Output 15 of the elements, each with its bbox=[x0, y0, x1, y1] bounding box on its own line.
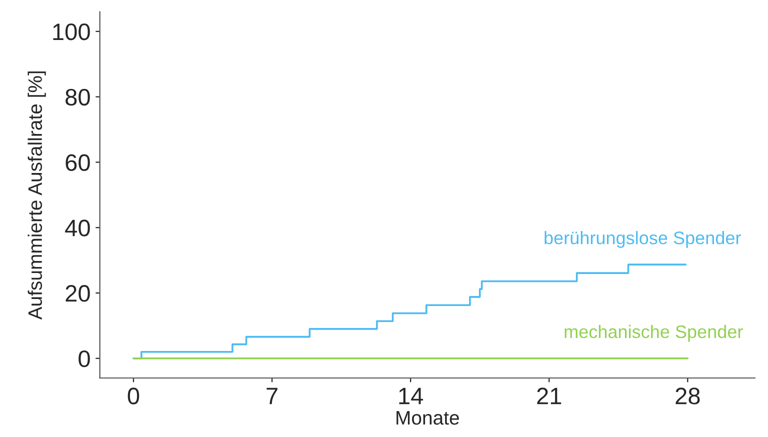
x-tick-label: 21 bbox=[537, 388, 562, 404]
y-axis-title: Aufsummierte Ausfallrate [%] bbox=[28, 71, 46, 320]
y-tick-label: 60 bbox=[66, 154, 90, 171]
x-axis-title: Monate bbox=[396, 411, 459, 425]
y-tick-label: 80 bbox=[66, 88, 90, 106]
y-tick-label: 100 bbox=[53, 23, 90, 40]
y-tick-label: 0 bbox=[78, 350, 90, 368]
x-tick-label: 7 bbox=[266, 388, 278, 404]
y-tick-label: 20 bbox=[66, 285, 90, 302]
x-tick-label: 14 bbox=[399, 388, 424, 404]
x-tick-label: 28 bbox=[676, 388, 700, 404]
series-label: berührungslose Spender bbox=[544, 231, 741, 248]
series-label: mechanische Spender bbox=[564, 324, 743, 342]
y-tick-label: 40 bbox=[65, 220, 90, 236]
x-tick-label: 0 bbox=[128, 388, 140, 404]
